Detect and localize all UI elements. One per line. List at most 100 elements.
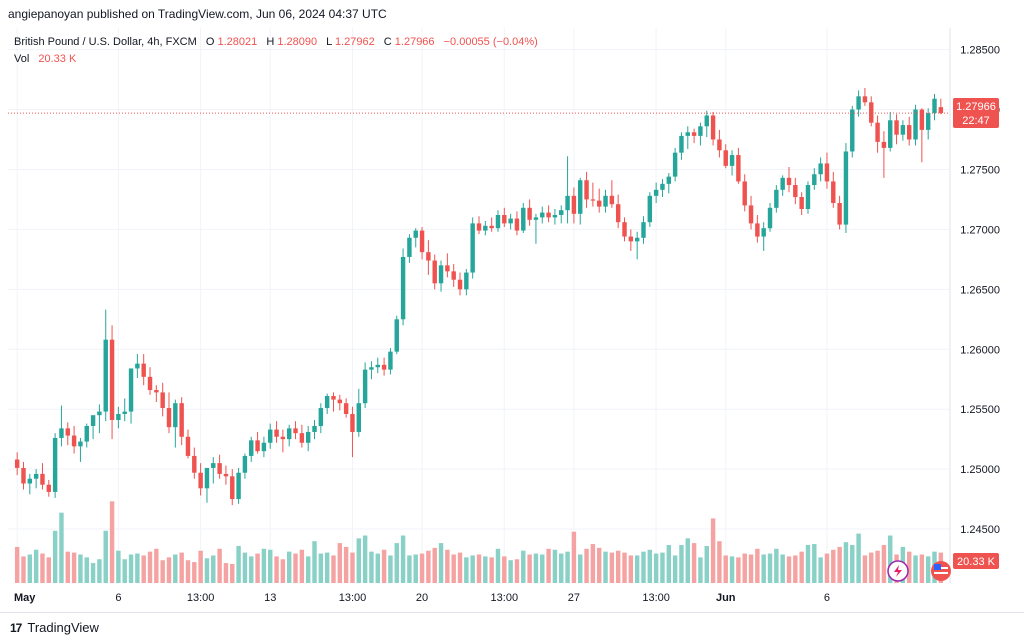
volume-bar: [324, 552, 330, 583]
volume-bar: [767, 553, 773, 583]
candle-body: [438, 265, 444, 284]
volume-bar: [27, 554, 33, 583]
candle-body: [508, 218, 513, 224]
volume-bar: [40, 553, 45, 583]
volume-bar: [552, 549, 558, 583]
candle-body: [40, 473, 45, 485]
symbol-label: British Pound / U.S. Dollar, 4h, FXCM: [14, 36, 197, 48]
volume-bar: [888, 535, 893, 583]
volume-bar: [925, 556, 931, 583]
candle-body: [128, 368, 134, 412]
time-tick-label: 13: [264, 592, 276, 604]
candle-body: [230, 476, 235, 500]
volume-bar: [622, 552, 627, 583]
chart-canvas[interactable]: 1.285001.280001.275001.270001.265001.260…: [0, 28, 1024, 612]
volume-bar: [230, 564, 235, 583]
volume-bar: [603, 551, 608, 583]
volume-bar: [274, 556, 279, 583]
us-flag-icon[interactable]: [931, 561, 951, 581]
candle-body: [388, 351, 393, 370]
candle-body: [299, 433, 305, 443]
candle-body: [84, 425, 89, 442]
volume-bar: [742, 553, 747, 583]
volume-bar: [419, 553, 425, 583]
candle-body: [552, 214, 558, 218]
bar-countdown-text: 22:47: [962, 115, 990, 127]
candle-body: [71, 435, 77, 447]
volume-bar: [843, 542, 849, 583]
volume-bar: [59, 512, 64, 583]
time-tick-label: Jun: [716, 592, 736, 604]
candle-body: [850, 109, 855, 152]
candle-body: [653, 189, 659, 196]
volume-bar: [793, 555, 798, 583]
volume-bar: [400, 535, 406, 583]
candle-body: [179, 403, 184, 437]
tradingview-brand[interactable]: 17 TradingView: [10, 620, 99, 635]
candle-body: [350, 413, 355, 432]
candle-body: [521, 207, 526, 231]
candle-body: [324, 396, 330, 408]
volume-bar: [445, 549, 450, 583]
volume-bar: [470, 555, 475, 583]
candle-body: [147, 376, 153, 391]
candle-body: [293, 428, 298, 434]
volume-bar: [369, 551, 374, 583]
chart-legend: British Pound / U.S. Dollar, 4h, FXCM O …: [14, 36, 538, 65]
candle-body: [331, 396, 336, 400]
volume-bar: [141, 555, 146, 583]
volume-bar: [856, 533, 861, 583]
candle-body: [476, 223, 482, 231]
volume-bar: [160, 560, 165, 583]
volume-bar: [831, 549, 836, 583]
volume-bar: [483, 556, 488, 583]
candle-body: [704, 115, 709, 127]
candle-body: [710, 115, 716, 140]
volume-bar: [268, 549, 273, 583]
candle-body: [154, 390, 159, 393]
candle-body: [489, 225, 494, 229]
volume-label: Vol: [14, 53, 29, 65]
volume-bar: [755, 548, 760, 583]
candle-body: [584, 180, 589, 200]
publisher-text: angiepanoyan published on TradingView.co…: [8, 7, 387, 21]
candle-body: [805, 185, 811, 210]
volume-bar: [293, 553, 298, 583]
candle-body: [375, 364, 380, 368]
volume-bar: [432, 547, 437, 583]
candle-body: [862, 96, 868, 103]
lightning-icon[interactable]: [887, 560, 909, 582]
time-tick-label: 13:00: [491, 592, 519, 604]
volume-bar: [514, 559, 520, 583]
volume-bar: [641, 551, 646, 583]
volume-bar: [46, 557, 52, 583]
volume-bar: [736, 557, 741, 583]
candle-body: [881, 141, 887, 148]
volume-bar: [356, 538, 362, 583]
volume-bar: [647, 549, 653, 583]
candle-body: [748, 205, 754, 224]
candle-body: [495, 214, 501, 229]
price-tick-label: 1.25500: [960, 404, 1000, 416]
candle-body: [672, 152, 678, 177]
volume-bar: [710, 518, 716, 583]
candle-body: [305, 431, 311, 443]
candle-body: [268, 429, 273, 443]
volume-bar: [875, 550, 880, 583]
candle-body: [21, 467, 26, 484]
volume-bar: [919, 554, 925, 583]
volume-bar: [78, 554, 83, 583]
volume-bar: [375, 553, 380, 583]
candle-body: [362, 369, 368, 404]
volume-bar: [280, 559, 286, 583]
volume-value: 20.33 K: [38, 53, 77, 65]
candle-body: [185, 436, 191, 456]
volume-bar: [527, 554, 532, 583]
volume-bar: [508, 560, 513, 583]
candle-body: [78, 441, 83, 447]
candle-body: [192, 455, 197, 473]
candle-body: [888, 120, 893, 148]
candle-body: [603, 195, 608, 207]
volume-bar: [628, 555, 634, 583]
volume-bar: [774, 548, 779, 583]
